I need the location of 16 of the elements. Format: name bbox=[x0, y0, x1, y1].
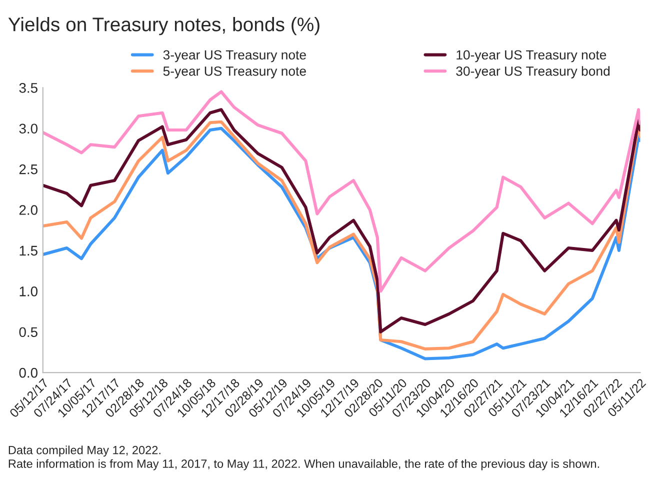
legend-label: 5-year US Treasury note bbox=[163, 66, 306, 78]
y-tick-label: 1.5 bbox=[20, 246, 38, 256]
text: Rate information is from May 11, 2017, to May 11, 2022. When unavailable, the rate of the previous day is shown. bbox=[8, 459, 599, 470]
y-tick-label: 0.5 bbox=[19, 327, 38, 338]
legend-label: 3-year US Treasury note bbox=[163, 50, 306, 62]
legend-label: 10-year US Treasury note bbox=[456, 50, 606, 62]
y-tick-label: 1.0 bbox=[20, 286, 38, 296]
y-tick-label: 2.0 bbox=[19, 205, 38, 215]
y-tick-label: 2.5 bbox=[19, 164, 38, 174]
legend-label: 30-year US Treasury bond bbox=[456, 66, 610, 78]
y-tick-label: 3.5 bbox=[19, 82, 38, 93]
text: Data compiled May 12, 2022. bbox=[8, 446, 160, 457]
y-tick-label: 3.0 bbox=[19, 124, 38, 134]
y-tick-label: 0.0 bbox=[19, 368, 38, 378]
line-series bbox=[42, 90, 640, 293]
chart-title: Yields on Treasury notes, bonds (%) bbox=[8, 17, 320, 36]
